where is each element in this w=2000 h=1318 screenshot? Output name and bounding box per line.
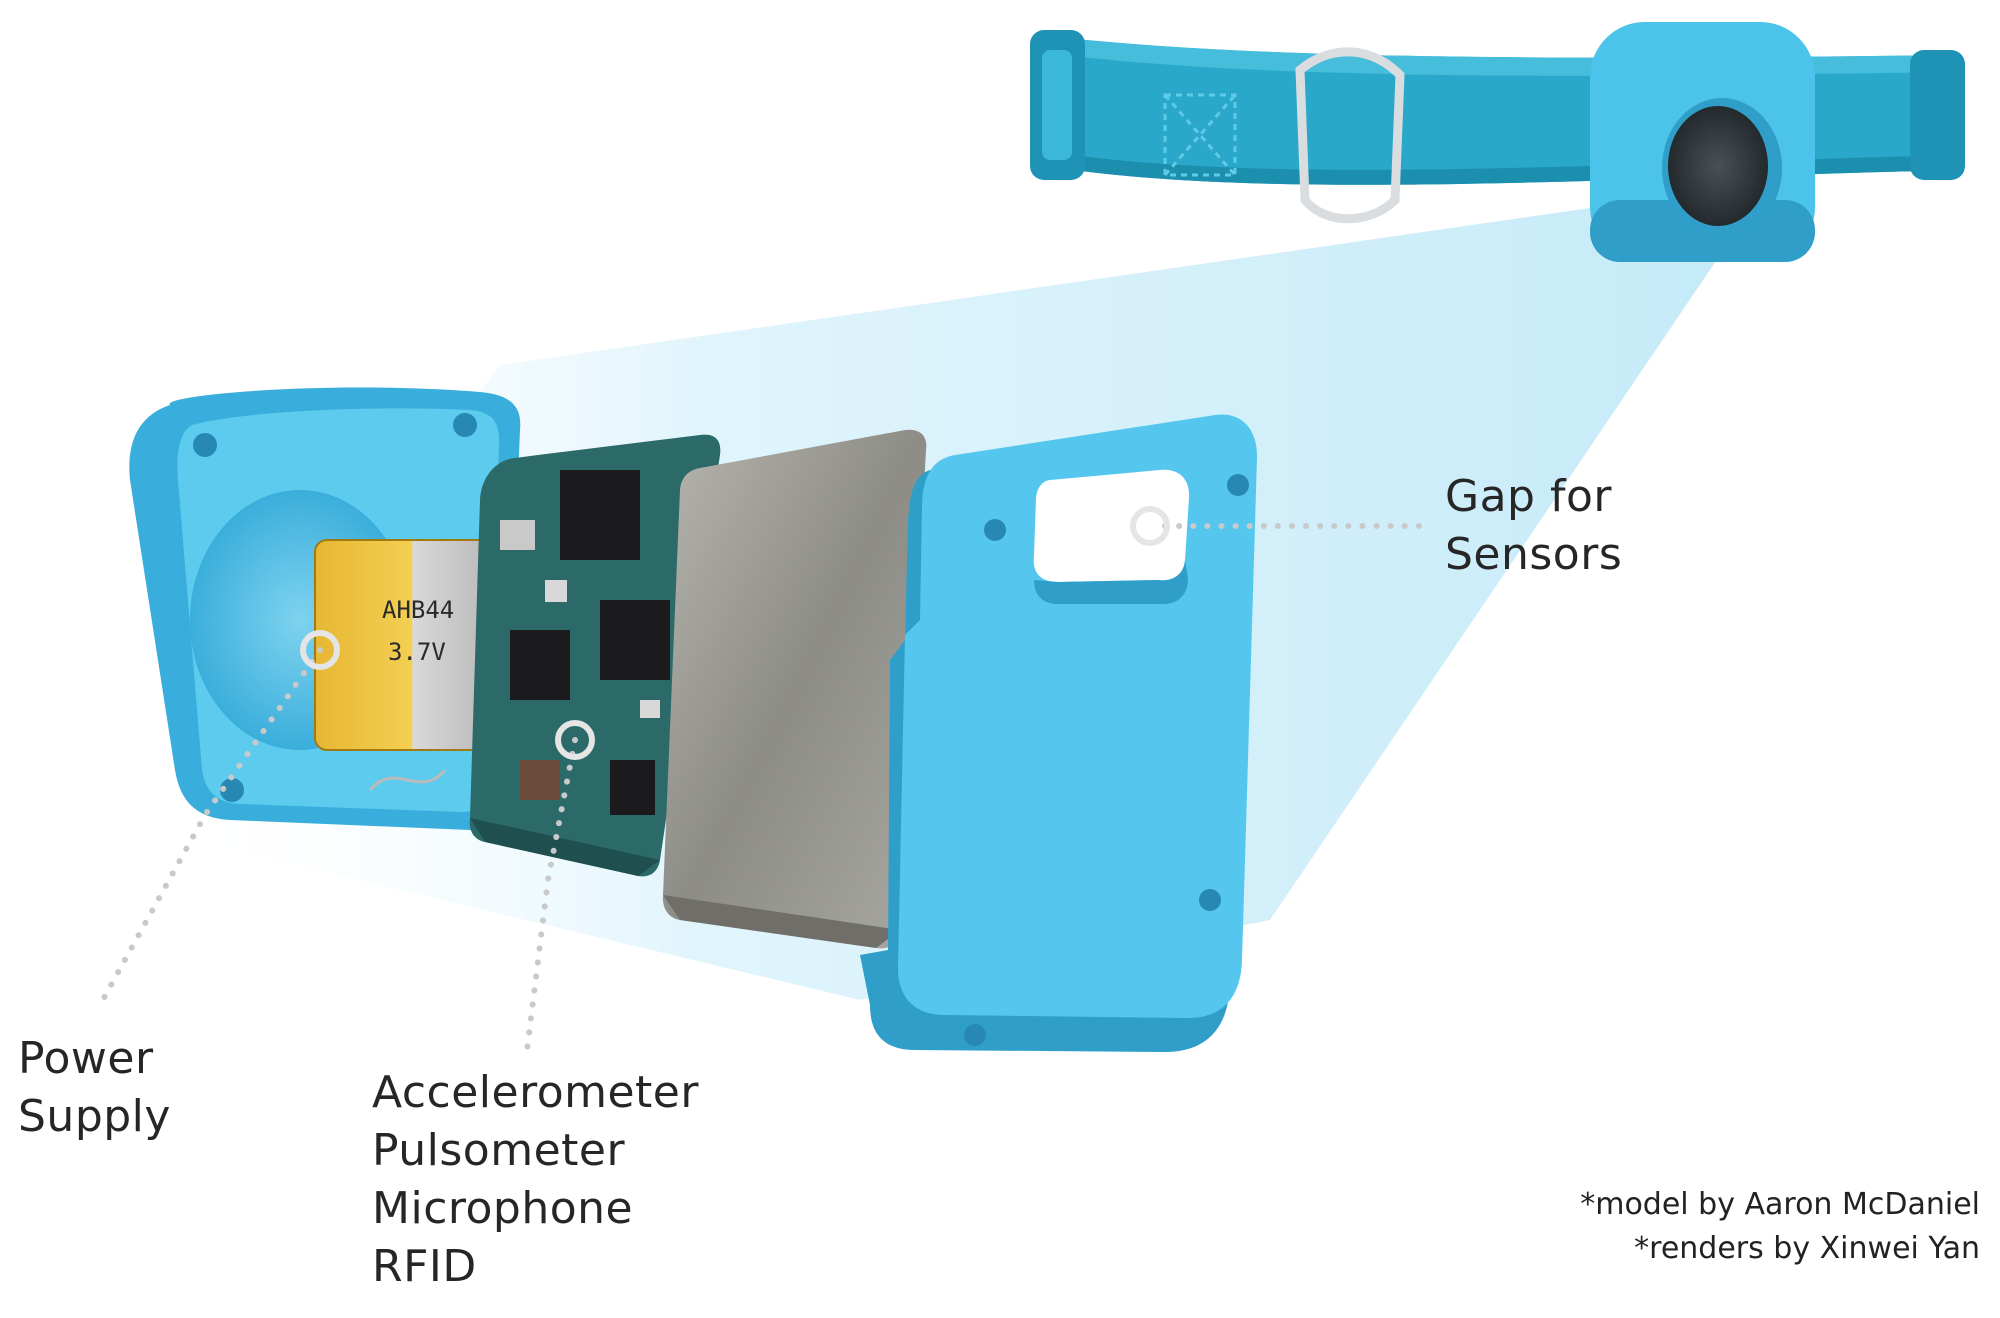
gap-for-sensors-line-1: Gap for: [1445, 471, 1612, 522]
power-supply-line-1: Power: [18, 1033, 154, 1084]
battery-voltage-text: 3.7V: [388, 638, 446, 666]
circuit-board-label: Accelerometer Pulsometer Microphone RFID: [372, 1064, 699, 1296]
front-cover: [860, 414, 1258, 1052]
renders-credit: *renders by Xinwei Yan: [1634, 1231, 1980, 1266]
power-supply-ring-marker-icon: [300, 630, 340, 670]
callouts: [97, 506, 1428, 1053]
circuit-board-ring-marker-icon: [555, 720, 595, 760]
circuit-board-line-2: Pulsometer: [372, 1125, 626, 1176]
model-credit: *model by Aaron McDaniel: [1580, 1187, 1980, 1222]
circuit-board-line-4: RFID: [372, 1241, 477, 1292]
gap-for-sensors-label: Gap for Sensors: [1445, 468, 1622, 584]
circuit-board-leader: [524, 737, 578, 1053]
power-supply-label: Power Supply: [18, 1030, 171, 1146]
circuit-board-line-1: Accelerometer: [372, 1067, 699, 1118]
circuit-board-line-3: Microphone: [372, 1183, 634, 1234]
battery: AHB44 3.7V: [314, 539, 491, 791]
power-supply-line-2: Supply: [18, 1091, 171, 1142]
collar: [1030, 22, 1965, 262]
gap-for-sensors-line-2: Sensors: [1445, 529, 1623, 580]
metal-plate: [662, 429, 927, 949]
battery-model-text: AHB44: [382, 596, 454, 624]
circuit-board: [469, 434, 721, 877]
sensor-gap-ring-marker-icon: [1130, 506, 1170, 546]
